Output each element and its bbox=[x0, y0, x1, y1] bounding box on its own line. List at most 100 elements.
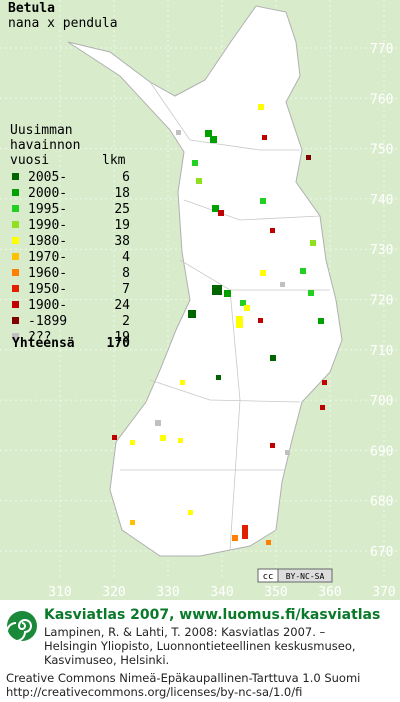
observation-dot bbox=[112, 435, 117, 440]
legend-label: 1900- bbox=[28, 298, 67, 313]
legend-count-heading: lkm bbox=[102, 153, 126, 168]
observation-dot bbox=[260, 198, 266, 204]
legend-swatch bbox=[12, 301, 19, 308]
observation-dot bbox=[242, 525, 248, 539]
citation: Helsingin Yliopisto, Luonnontieteellinen… bbox=[44, 639, 356, 653]
legend-heading: vuosi bbox=[10, 153, 49, 168]
y-coordinate-label: 740 bbox=[370, 193, 393, 208]
finland-outline bbox=[67, 5, 343, 557]
y-coordinate-label: 760 bbox=[370, 92, 393, 107]
legend-heading: havainnon bbox=[10, 138, 80, 153]
observations bbox=[112, 104, 327, 545]
observation-dot bbox=[240, 300, 246, 306]
legend-label: 1970- bbox=[28, 250, 67, 265]
legend-count: 4 bbox=[122, 250, 130, 265]
observation-dot bbox=[322, 380, 327, 385]
legend-swatch bbox=[12, 269, 19, 276]
observation-dot bbox=[216, 375, 221, 380]
observation-dot bbox=[270, 228, 275, 233]
observation-dot bbox=[262, 135, 267, 140]
y-coordinate-label: 680 bbox=[370, 495, 393, 510]
legend-count: 25 bbox=[114, 202, 130, 217]
observation-dot bbox=[300, 268, 306, 274]
footer-heading: Kasviatlas 2007, www.luomus.fi/kasviatla… bbox=[44, 607, 380, 623]
legend-label: ??? bbox=[28, 330, 51, 345]
total-count: 170 bbox=[107, 336, 131, 351]
observation-dot bbox=[192, 160, 198, 166]
observation-dot bbox=[280, 282, 285, 287]
observation-dot bbox=[266, 540, 271, 545]
observation-dot bbox=[244, 305, 250, 311]
x-coordinate-label: 360 bbox=[318, 585, 341, 600]
legend-label: -1899 bbox=[28, 314, 67, 329]
citation: Kasvimuseo, Helsinki. bbox=[44, 653, 169, 667]
legend-count: 2 bbox=[122, 314, 130, 329]
y-coordinate-label: 700 bbox=[370, 394, 393, 409]
observation-dot bbox=[306, 155, 311, 160]
x-coordinate-label: 370 bbox=[372, 585, 395, 600]
observation-dot bbox=[130, 520, 135, 525]
y-coordinate-label: 730 bbox=[370, 243, 393, 258]
x-coordinate-label: 310 bbox=[48, 585, 71, 600]
y-coordinate-label: 710 bbox=[370, 344, 393, 359]
legend-label: 1980- bbox=[28, 234, 67, 249]
legend: 2005- 6 2000- 18 1995- 25 1990- 19 1980- 38 1970- 4… bbox=[12, 170, 130, 345]
observation-dot bbox=[196, 178, 202, 184]
observation-dot bbox=[210, 136, 217, 143]
observation-dot bbox=[258, 104, 264, 110]
observation-dot bbox=[188, 510, 193, 515]
legend-count: 18 bbox=[114, 186, 130, 201]
x-coordinate-label: 320 bbox=[102, 585, 125, 600]
observation-dot bbox=[285, 450, 290, 455]
legend-count: 6 bbox=[122, 170, 130, 185]
observation-dot bbox=[155, 420, 161, 426]
observation-dot bbox=[270, 355, 276, 361]
title-genus: Betula bbox=[8, 1, 55, 16]
observation-dot bbox=[310, 240, 316, 246]
license-badge: cc BY-NC-SA bbox=[257, 568, 333, 583]
legend-count: 7 bbox=[122, 282, 130, 297]
observation-dot bbox=[160, 435, 166, 441]
observation-dot bbox=[218, 210, 224, 216]
legend-count: 19 bbox=[114, 330, 130, 345]
legend-swatch bbox=[12, 221, 19, 228]
observation-dot bbox=[212, 285, 222, 295]
legend-label: 1960- bbox=[28, 266, 67, 281]
observation-dot bbox=[232, 535, 238, 541]
total-label: Yhteensä bbox=[12, 336, 75, 351]
legend-count: 38 bbox=[114, 234, 130, 249]
badge-text: BY-NC-SA bbox=[286, 572, 325, 581]
observation-dot bbox=[205, 130, 212, 137]
region-borders bbox=[120, 81, 330, 551]
observation-dot bbox=[212, 205, 219, 212]
observation-dot bbox=[236, 316, 243, 328]
observation-dot bbox=[308, 290, 314, 296]
observation-dot bbox=[130, 440, 135, 445]
x-coordinate-label: 340 bbox=[210, 585, 233, 600]
observation-dot bbox=[318, 318, 324, 324]
badge-cc: cc bbox=[263, 572, 274, 582]
x-coordinate-label: 330 bbox=[156, 585, 179, 600]
observation-dot bbox=[188, 310, 196, 318]
license: http://creativecommons.org/licenses/by-n… bbox=[6, 685, 302, 699]
legend-label: 1995- bbox=[28, 202, 67, 217]
legend-swatch bbox=[12, 253, 19, 260]
observation-dot bbox=[176, 130, 181, 135]
legend-swatch bbox=[12, 285, 19, 292]
y-coordinate-label: 670 bbox=[370, 545, 393, 560]
y-coordinate-label: 750 bbox=[370, 143, 393, 158]
legend-count: 24 bbox=[114, 298, 130, 313]
y-coordinate-label: 720 bbox=[370, 294, 393, 309]
legend-heading: Uusimman bbox=[10, 123, 73, 138]
legend-label: 2000- bbox=[28, 186, 67, 201]
x-coordinate-label: 350 bbox=[264, 585, 287, 600]
legend-label: 1990- bbox=[28, 218, 67, 233]
legend-count: 19 bbox=[114, 218, 130, 233]
observation-dot bbox=[178, 438, 183, 443]
legend-swatch bbox=[12, 333, 19, 340]
logo bbox=[6, 611, 37, 642]
observation-dot bbox=[320, 405, 325, 410]
legend-swatch bbox=[12, 205, 19, 212]
legend-count: 8 bbox=[122, 266, 130, 281]
legend-swatch bbox=[12, 237, 19, 244]
